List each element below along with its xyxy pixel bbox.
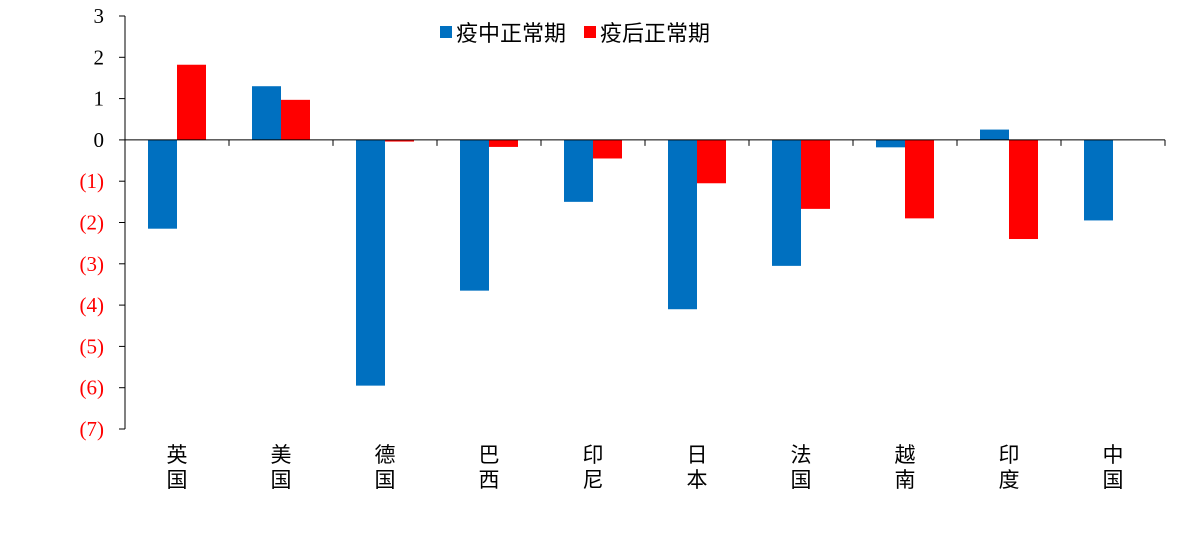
bar-series-2-2 — [281, 99, 310, 140]
y-tick-label-6: (2) — [80, 211, 105, 235]
x-category-label-10: 中国 — [1103, 443, 1124, 492]
legend-label-series-1: 疫中正常期 — [456, 22, 567, 47]
legend-swatch-series-1 — [440, 26, 452, 38]
bar-series-1-10 — [1084, 139, 1113, 221]
bar-series-1-9 — [980, 129, 1009, 140]
y-tick-label-7: (3) — [80, 252, 105, 276]
y-tick-label-1: 3 — [94, 4, 105, 28]
bar-series-1-2 — [252, 86, 281, 140]
y-tick-label-2: 2 — [94, 45, 105, 69]
bar-series-2-9 — [1009, 139, 1038, 240]
x-category-label-4: 巴西 — [479, 443, 500, 492]
y-tick-label-10: (6) — [80, 376, 105, 400]
bar-series-1-4 — [460, 139, 489, 291]
legend-item-series-2: 疫后正常期 — [584, 16, 710, 48]
legend-label-series-2: 疫后正常期 — [600, 22, 711, 47]
bar-series-1-8 — [876, 139, 905, 148]
x-category-label-6: 日本 — [687, 443, 708, 492]
bar-series-1-3 — [356, 139, 385, 386]
bar-series-2-6 — [697, 139, 726, 184]
x-category-label-7: 法国 — [791, 443, 812, 492]
bar-series-2-7 — [801, 139, 830, 209]
bar-series-2-3 — [385, 139, 414, 142]
legend: 疫中正常期 疫后正常期 — [440, 16, 728, 48]
y-tick-label-11: (7) — [80, 417, 105, 441]
x-category-label-1: 英国 — [167, 443, 188, 492]
bar-series-1-5 — [564, 139, 593, 202]
bar-series-2-5 — [593, 139, 622, 159]
y-tick-label-3: 1 — [94, 87, 105, 111]
y-tick-label-9: (5) — [80, 334, 105, 358]
bar-series-1-7 — [772, 139, 801, 266]
x-category-label-9: 印度 — [999, 443, 1020, 492]
x-category-label-8: 越南 — [895, 443, 916, 492]
legend-item-series-1: 疫中正常期 — [440, 16, 566, 48]
y-tick-label-4: 0 — [94, 128, 105, 152]
y-tick-label-8: (4) — [80, 293, 105, 317]
bar-series-1-6 — [668, 139, 697, 310]
bar-series-2-4 — [489, 139, 518, 147]
bar-series-2-8 — [905, 139, 934, 219]
x-category-label-2: 美国 — [271, 443, 292, 492]
x-category-label-3: 德国 — [375, 443, 396, 492]
bar-series-1-1 — [148, 139, 177, 229]
y-tick-label-5: (1) — [80, 169, 105, 193]
x-category-label-5: 印尼 — [583, 443, 604, 492]
bar-series-2-1 — [177, 64, 206, 140]
legend-swatch-series-2 — [584, 26, 597, 38]
